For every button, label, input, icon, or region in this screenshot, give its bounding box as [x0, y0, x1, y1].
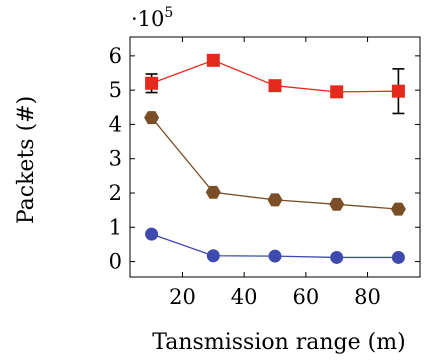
data-point-hexagon: [144, 111, 160, 125]
data-point-square: [145, 76, 159, 90]
data-point-circle: [330, 250, 344, 264]
y-tick-label: 2: [109, 181, 122, 205]
x-tick-label: 80: [354, 285, 381, 309]
y-multiplier: ·105: [131, 5, 173, 31]
data-point-hexagon: [390, 202, 406, 216]
series-2: [145, 227, 405, 264]
y-tick-label: 4: [109, 112, 122, 136]
series-layer: [144, 53, 406, 264]
data-point-circle: [206, 249, 220, 263]
plot-frame: [129, 36, 421, 278]
data-point-circle: [268, 249, 282, 263]
data-point-hexagon: [205, 185, 221, 199]
y-tick-label: 3: [109, 147, 122, 171]
x-tick-label: 40: [231, 285, 258, 309]
data-point-square: [268, 79, 282, 93]
y-axis-label: Packets (#): [14, 96, 39, 224]
data-point-square: [206, 53, 220, 67]
ticks: 20 40 60 80 0 1 2 3 4 5 6: [109, 37, 420, 309]
y-tick-label: 5: [109, 78, 122, 102]
data-point-square: [330, 85, 344, 99]
y-tick-label: 1: [109, 215, 122, 239]
y-tick-label: 0: [109, 250, 122, 274]
x-axis-label: Tansmission range (m): [152, 330, 405, 355]
data-point-square: [391, 84, 405, 98]
x-tick-label: 60: [292, 285, 319, 309]
data-point-circle: [391, 250, 405, 264]
series-1: [144, 111, 406, 216]
y-tick-label: 6: [109, 44, 122, 68]
y-multiplier-exponent: 5: [164, 5, 173, 21]
data-point-hexagon: [329, 197, 345, 211]
data-point-circle: [145, 227, 159, 241]
series-0: [145, 53, 405, 115]
data-point-hexagon: [267, 193, 283, 207]
x-tick-label: 20: [169, 285, 196, 309]
